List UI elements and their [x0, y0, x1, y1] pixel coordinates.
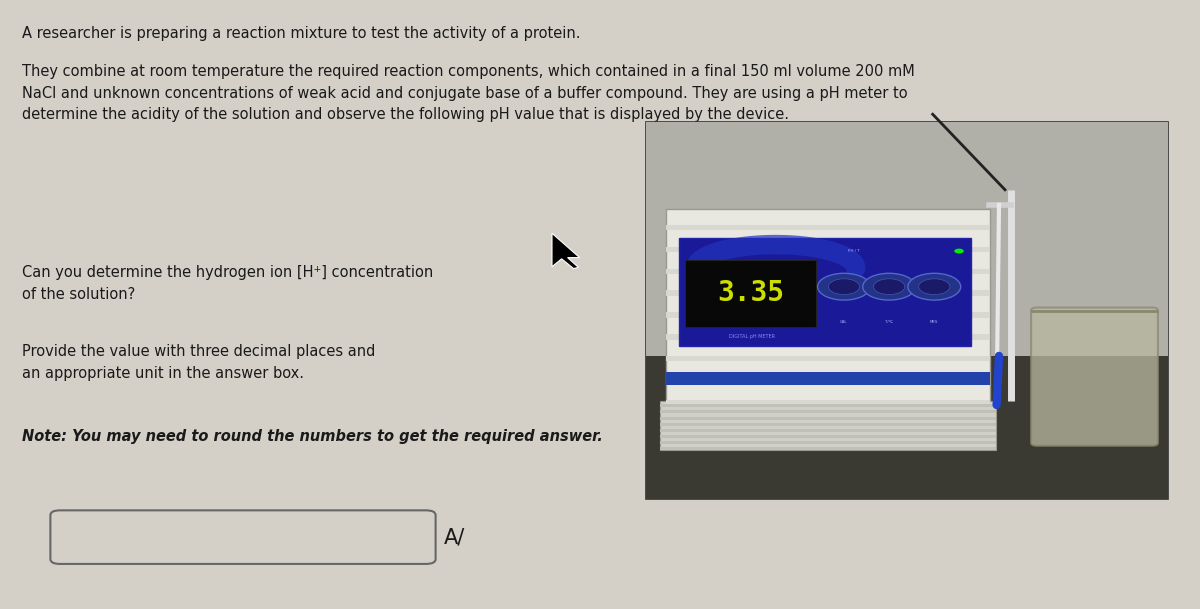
- Bar: [646, 356, 1168, 499]
- Text: Note: You may need to round the numbers to get the required answer.: Note: You may need to round the numbers …: [22, 429, 602, 445]
- Circle shape: [919, 279, 950, 295]
- Text: A researcher is preparing a reaction mixture to test the activity of a protein.: A researcher is preparing a reaction mix…: [22, 26, 580, 41]
- Bar: [666, 356, 990, 361]
- Bar: [685, 259, 816, 326]
- Bar: [666, 378, 990, 383]
- Text: MES: MES: [930, 320, 938, 325]
- Circle shape: [817, 273, 870, 300]
- Bar: [660, 417, 996, 420]
- FancyBboxPatch shape: [50, 510, 436, 564]
- Bar: [666, 290, 990, 296]
- Bar: [646, 122, 1168, 356]
- Bar: [679, 238, 971, 346]
- Circle shape: [828, 279, 859, 295]
- Bar: [666, 269, 990, 274]
- Bar: [660, 429, 996, 432]
- Bar: [660, 423, 996, 426]
- Text: DIGITAL pH METER: DIGITAL pH METER: [730, 334, 775, 339]
- Bar: [660, 410, 996, 414]
- Bar: [666, 247, 990, 252]
- Bar: [666, 209, 990, 405]
- Bar: [646, 122, 1168, 499]
- Bar: [666, 334, 990, 340]
- Bar: [660, 404, 996, 407]
- Polygon shape: [552, 233, 580, 269]
- Text: PH / T: PH / T: [848, 249, 860, 253]
- Bar: [660, 401, 996, 450]
- Text: Can you determine the hydrogen ion [H⁺] concentration
of the solution?: Can you determine the hydrogen ion [H⁺] …: [22, 265, 433, 302]
- Bar: [660, 441, 996, 444]
- Bar: [666, 400, 990, 405]
- Bar: [660, 435, 996, 438]
- Circle shape: [954, 248, 964, 253]
- Text: 3.35: 3.35: [718, 279, 785, 307]
- Text: They combine at room temperature the required reaction components, which contain: They combine at room temperature the req…: [22, 64, 914, 122]
- Text: CAL: CAL: [840, 320, 847, 325]
- Circle shape: [908, 273, 961, 300]
- Text: A/: A/: [444, 527, 466, 547]
- FancyBboxPatch shape: [1031, 308, 1158, 446]
- Text: T/℃: T/℃: [886, 320, 893, 325]
- Bar: [666, 371, 990, 385]
- Text: Provide the value with three decimal places and
an appropriate unit in the answe: Provide the value with three decimal pla…: [22, 344, 374, 381]
- Bar: [666, 312, 990, 318]
- Circle shape: [863, 273, 916, 300]
- Bar: [666, 225, 990, 230]
- Circle shape: [874, 279, 905, 295]
- Bar: [660, 447, 996, 450]
